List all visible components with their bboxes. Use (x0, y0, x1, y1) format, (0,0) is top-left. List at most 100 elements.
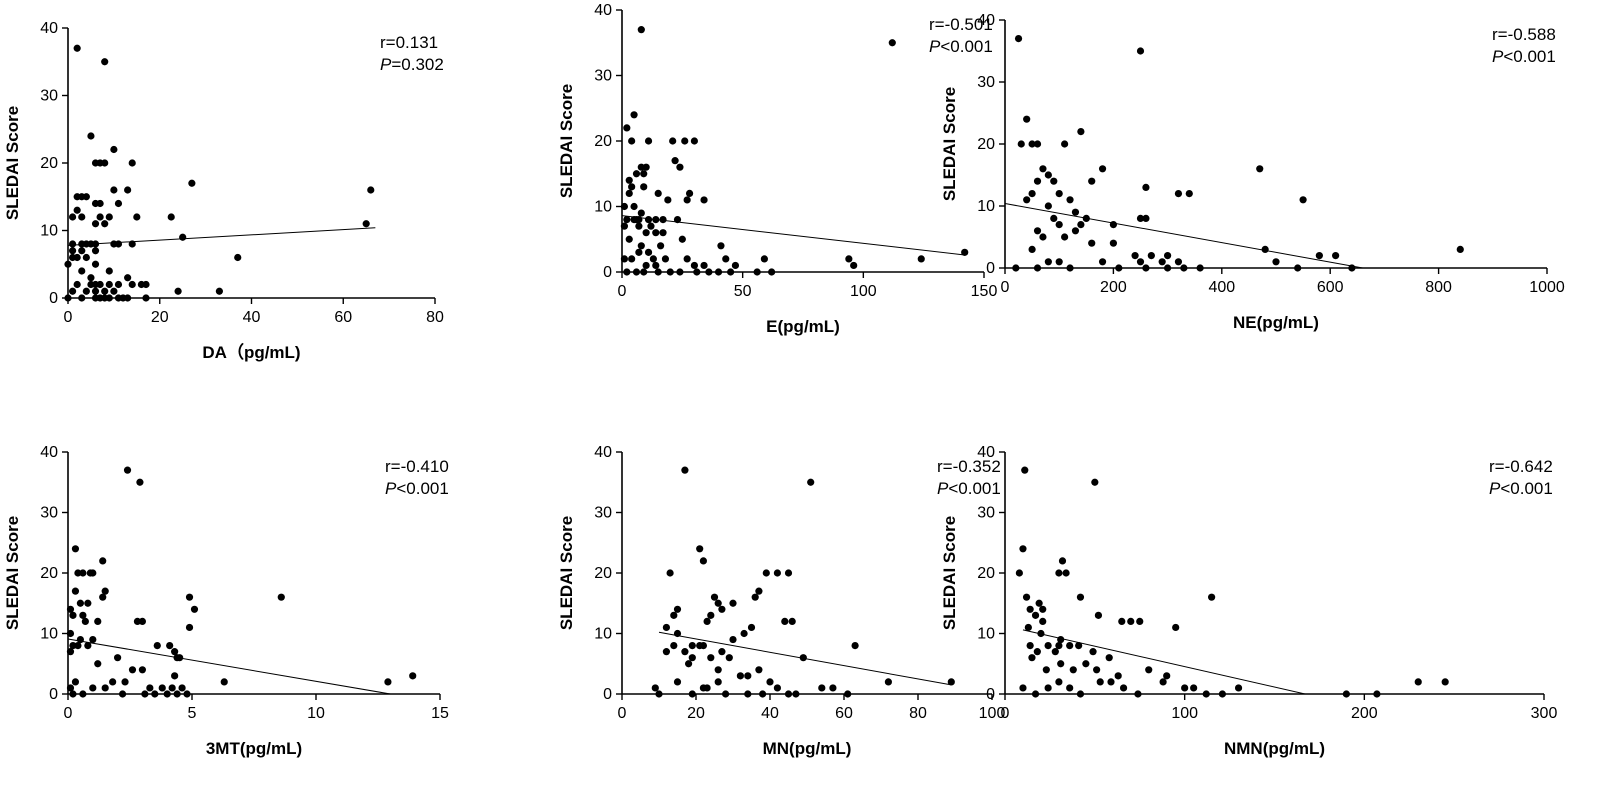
y-tick-label: 0 (49, 686, 58, 703)
data-point (632, 170, 641, 178)
data-point (110, 287, 118, 295)
data-point (171, 672, 179, 680)
data-point (73, 206, 81, 214)
data-point (773, 684, 782, 692)
y-tick-label: 0 (986, 686, 995, 703)
data-point (759, 690, 767, 698)
correlation-r-label: r=0.131 (380, 33, 438, 52)
x-axis-title: NE(pg/mL) (1233, 313, 1319, 332)
data-point (78, 267, 86, 275)
y-tick-label: 30 (594, 68, 612, 85)
data-point (166, 642, 174, 650)
data-point (628, 183, 636, 191)
data-point (1172, 623, 1180, 632)
data-point (101, 220, 109, 228)
data-point (1158, 258, 1166, 266)
data-point (1119, 684, 1128, 692)
data-point (888, 39, 896, 47)
data-point (762, 569, 770, 577)
data-point (91, 199, 100, 208)
data-point (79, 569, 87, 577)
data-point (110, 186, 118, 194)
y-tick-label: 10 (594, 199, 612, 216)
data-point (1107, 678, 1115, 686)
data-point (1142, 264, 1150, 272)
data-point (79, 611, 87, 619)
data-point (654, 189, 662, 197)
data-point (220, 678, 228, 686)
data-point (1136, 47, 1145, 55)
data-point (66, 629, 75, 638)
data-point (71, 587, 80, 595)
x-tick-label: 800 (1425, 279, 1452, 296)
p-value-label: P<0.001 (1489, 479, 1553, 498)
data-point (753, 268, 761, 276)
data-point (128, 280, 136, 289)
x-tick-label: 20 (151, 309, 169, 326)
data-point (1023, 196, 1031, 204)
regression-line (1022, 629, 1306, 695)
data-point (105, 267, 113, 275)
data-point (1031, 611, 1040, 619)
x-tick-label: 5 (188, 705, 197, 722)
data-point (1050, 214, 1058, 222)
data-point (703, 684, 711, 692)
data-point (699, 684, 708, 692)
data-point (807, 478, 815, 486)
data-point (82, 287, 90, 295)
x-tick-label: 100 (979, 705, 1006, 722)
regression-line (1004, 203, 1363, 269)
data-point (89, 569, 97, 577)
data-point (1332, 252, 1340, 260)
data-point (1037, 629, 1045, 638)
data-point (673, 678, 682, 686)
data-point (94, 617, 102, 626)
data-point (362, 220, 370, 228)
data-point (1142, 183, 1150, 191)
data-point (722, 255, 730, 263)
x-tick-label: 0 (618, 705, 627, 722)
x-tick-label: 100 (1171, 705, 1198, 722)
regression-line (658, 631, 952, 686)
y-tick-label: 20 (40, 155, 58, 172)
data-point (1115, 264, 1123, 272)
data-point (1109, 239, 1117, 247)
x-tick-label: 20 (687, 705, 705, 722)
data-point (640, 183, 648, 191)
data-point (740, 629, 748, 638)
y-tick-label: 30 (977, 74, 995, 91)
data-point (1105, 654, 1113, 662)
data-point (1218, 690, 1226, 698)
x-tick-label: 0 (64, 705, 73, 722)
data-point (1127, 617, 1135, 626)
data-point (1061, 233, 1069, 241)
data-point (79, 690, 87, 698)
data-point (635, 216, 643, 224)
data-point (725, 654, 733, 662)
data-point (71, 545, 80, 553)
data-point (94, 660, 102, 668)
data-point (669, 137, 677, 145)
data-point (133, 213, 141, 221)
data-point (1091, 478, 1099, 486)
x-tick-label: 60 (835, 705, 853, 722)
data-point (176, 654, 184, 662)
data-point (1071, 208, 1080, 216)
data-point (1017, 140, 1025, 148)
data-point (1136, 617, 1144, 626)
x-axis-title: NMN(pg/mL) (1224, 739, 1325, 758)
data-point (623, 268, 631, 276)
data-point (700, 261, 708, 270)
data-point (676, 163, 684, 171)
data-point (73, 253, 81, 262)
correlation-r-label: r=-0.352 (937, 457, 1001, 476)
data-point (69, 642, 77, 650)
data-point (625, 189, 633, 197)
x-tick-label: 10 (307, 705, 325, 722)
data-point (1164, 264, 1172, 272)
data-point (66, 648, 75, 656)
data-point (234, 253, 242, 262)
x-tick-label: 200 (1351, 705, 1378, 722)
